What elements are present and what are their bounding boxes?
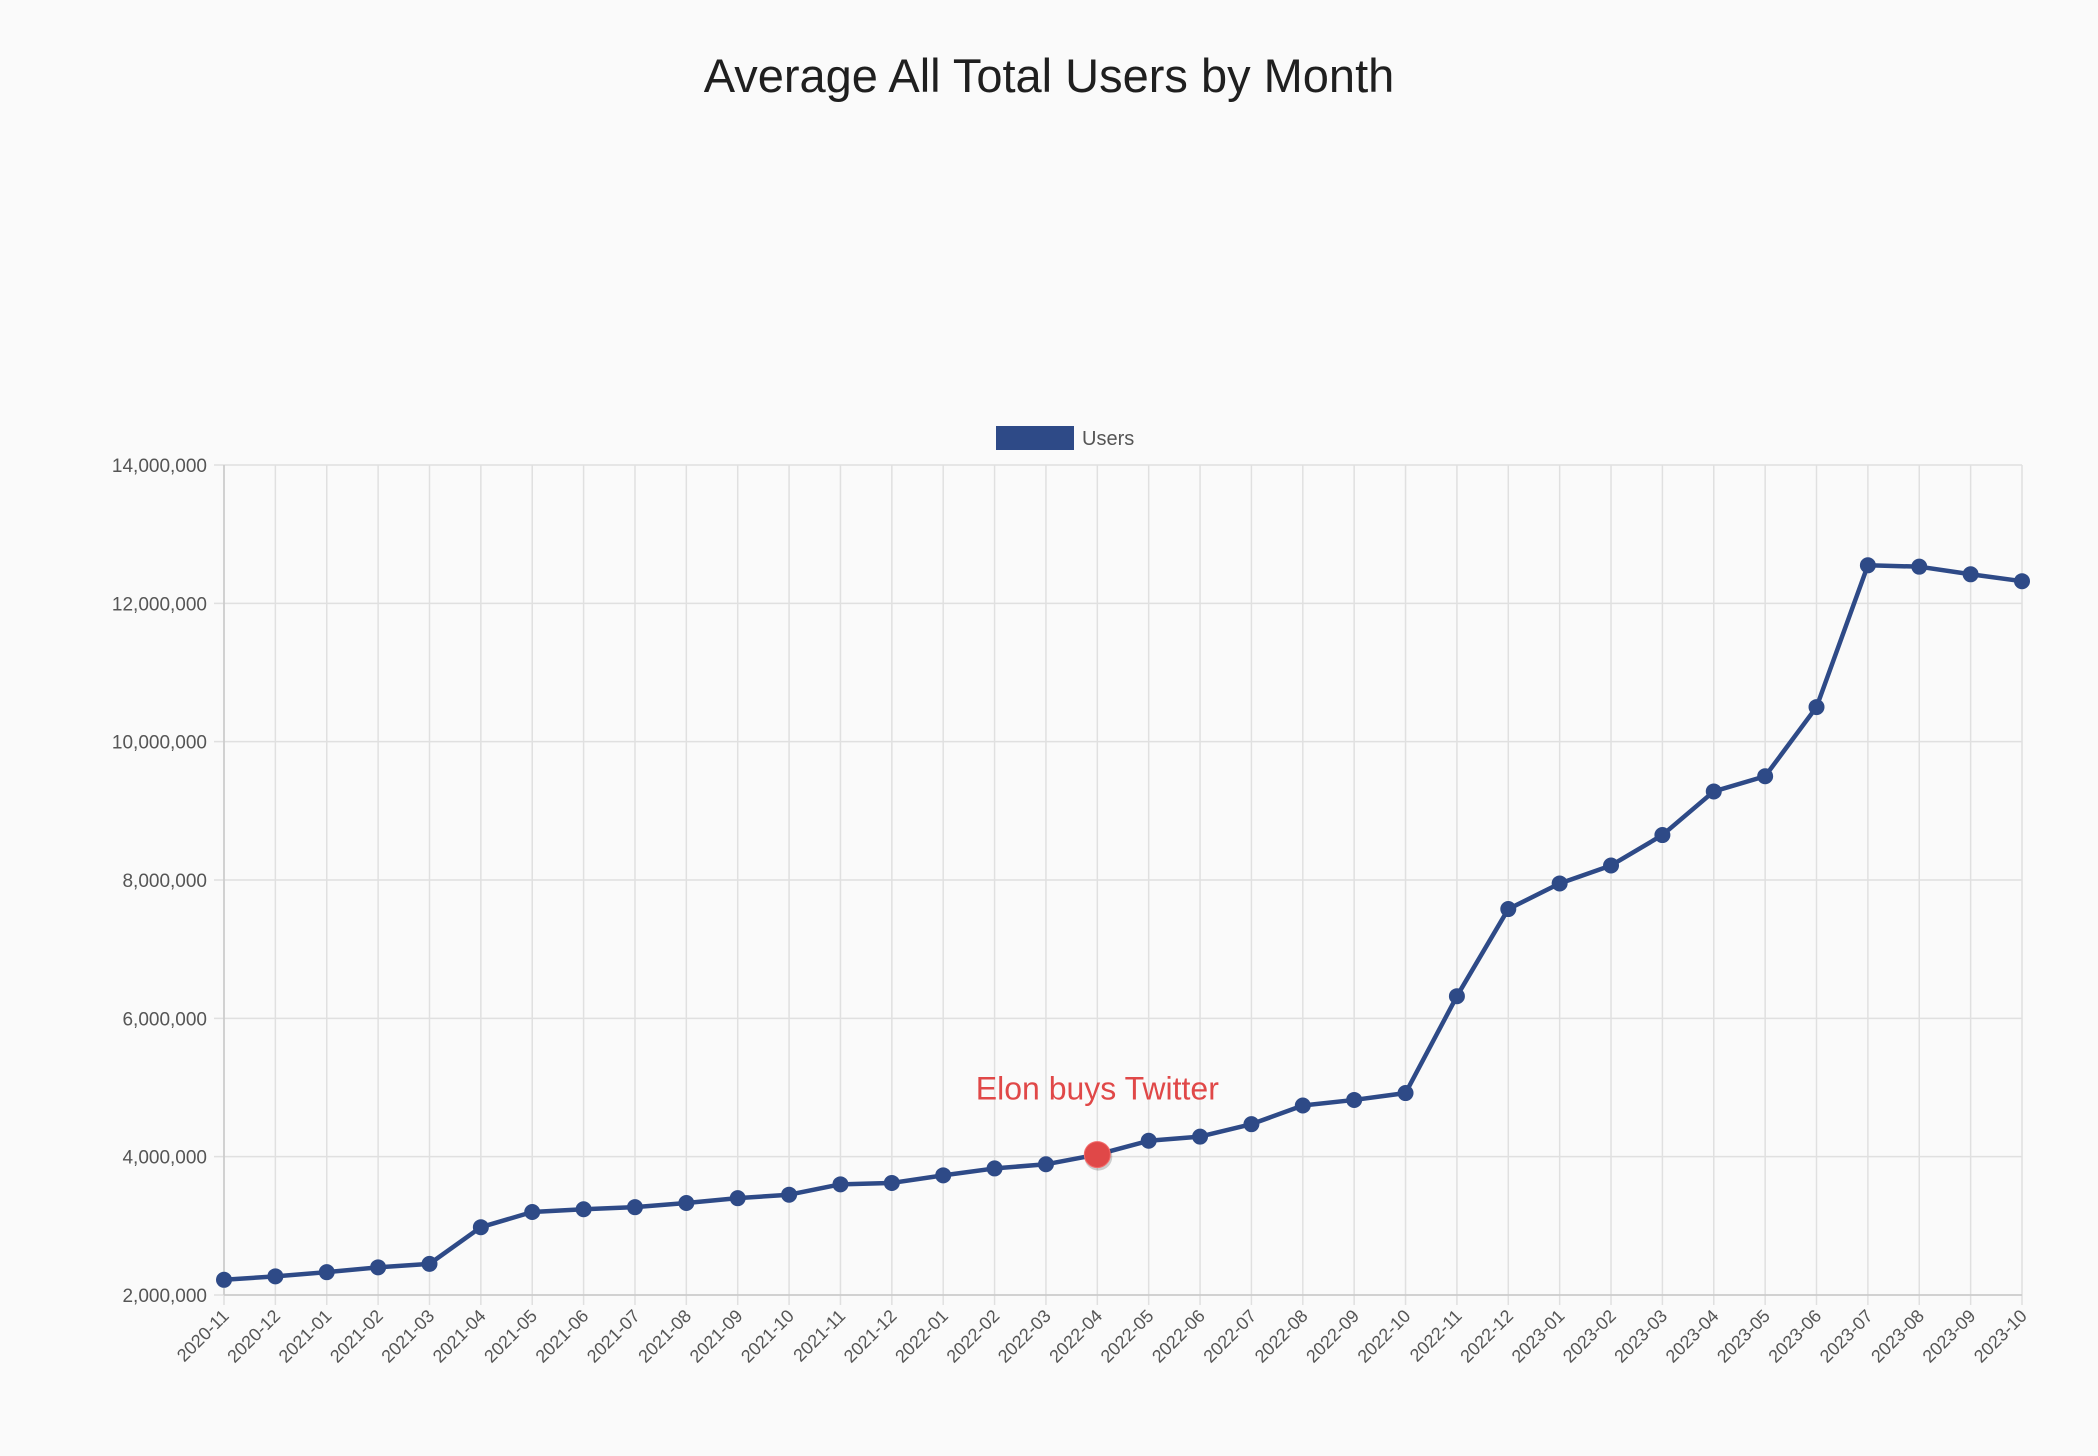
annotation-label: Elon buys Twitter xyxy=(976,1071,1219,1107)
data-point xyxy=(1911,558,1928,575)
data-point xyxy=(1192,1128,1209,1145)
x-tick-label: 2022-08 xyxy=(1251,1306,1312,1367)
x-tick-label: 2023-01 xyxy=(1508,1306,1569,1367)
x-tick-label: 2023-09 xyxy=(1919,1306,1980,1367)
data-point xyxy=(1551,875,1568,892)
data-point xyxy=(1294,1097,1311,1114)
y-tick-label: 6,000,000 xyxy=(122,1009,207,1030)
x-tick-label: 2023-06 xyxy=(1764,1306,1825,1367)
x-tick-label: 2021-01 xyxy=(275,1306,336,1367)
data-point xyxy=(1859,557,1876,574)
y-tick-label: 10,000,000 xyxy=(112,733,207,754)
x-tick-label: 2021-08 xyxy=(634,1306,695,1367)
x-tick-label: 2023-05 xyxy=(1713,1306,1774,1367)
x-tick-label: 2023-04 xyxy=(1662,1306,1723,1367)
data-point xyxy=(883,1174,900,1191)
x-tick-label: 2022-12 xyxy=(1456,1306,1517,1367)
x-tick-label: 2021-04 xyxy=(429,1306,490,1367)
data-point xyxy=(1397,1085,1414,1102)
series-line xyxy=(223,563,2023,1283)
data-point xyxy=(216,1271,232,1288)
data-point xyxy=(1757,768,1774,785)
data-point xyxy=(832,1176,849,1193)
data-point xyxy=(2014,573,2030,590)
x-tick-label: 2020-12 xyxy=(223,1306,284,1367)
axes: 2,000,000 4,000,000 6,000,000 8,000,000 10,0… xyxy=(112,456,2031,1367)
data-point xyxy=(1448,988,1465,1005)
data-point xyxy=(781,1186,798,1203)
y-tick-label: 14,000,000 xyxy=(112,456,207,477)
annotation-marker xyxy=(1083,1141,1111,1169)
x-tick-label: 2021-12 xyxy=(840,1306,901,1367)
data-point xyxy=(986,1160,1003,1177)
x-tick-label: 2022-01 xyxy=(891,1306,952,1367)
data-point xyxy=(524,1204,541,1220)
data-point xyxy=(1705,783,1722,800)
data-point xyxy=(421,1255,438,1272)
data-point xyxy=(370,1259,387,1276)
legend-swatch xyxy=(996,426,1074,450)
x-tick-label: 2023-08 xyxy=(1867,1306,1928,1367)
x-tick-label: 2022-07 xyxy=(1199,1306,1260,1367)
legend: Users xyxy=(996,426,1134,450)
x-tick-label: 2021-05 xyxy=(480,1306,541,1367)
x-tick-label: 2020-11 xyxy=(173,1306,233,1366)
x-tick-label: 2022-11 xyxy=(1406,1306,1466,1366)
y-tick-label: 2,000,000 xyxy=(122,1286,207,1307)
data-point xyxy=(318,1264,335,1281)
x-tick-label: 2022-02 xyxy=(943,1306,1004,1367)
data-point xyxy=(1808,699,1825,716)
annotations: Elon buys Twitter xyxy=(976,1071,1219,1171)
x-tick-label: 2021-09 xyxy=(686,1306,747,1367)
y-tick-label: 12,000,000 xyxy=(112,594,207,615)
data-point xyxy=(472,1219,489,1236)
data-point xyxy=(1346,1091,1363,1108)
data-point xyxy=(729,1190,746,1207)
data-point xyxy=(575,1201,592,1218)
x-tick-label: 2022-09 xyxy=(1302,1306,1363,1367)
data-point xyxy=(935,1167,952,1184)
data-point xyxy=(1654,827,1671,844)
x-tick-label: 2021-11 xyxy=(789,1306,849,1366)
x-tick-label: 2022-05 xyxy=(1097,1306,1158,1367)
x-tick-label: 2021-02 xyxy=(326,1306,387,1367)
data-point xyxy=(678,1195,695,1212)
y-tick-label: 4,000,000 xyxy=(122,1148,207,1169)
x-tick-label: 2022-04 xyxy=(1045,1306,1106,1367)
grid xyxy=(214,464,2023,1305)
data-point xyxy=(1962,566,1979,583)
x-tick-label: 2023-10 xyxy=(1970,1306,2031,1367)
data-point xyxy=(1140,1132,1157,1149)
x-tick-label: 2022-03 xyxy=(994,1306,1055,1367)
data-point xyxy=(267,1268,284,1285)
x-tick-label: 2021-03 xyxy=(377,1306,438,1367)
x-tick-label: 2023-03 xyxy=(1610,1306,1671,1367)
x-tick-label: 2022-06 xyxy=(1148,1306,1209,1367)
data-point xyxy=(1603,857,1620,874)
data-point xyxy=(626,1199,643,1216)
x-tick-label: 2021-06 xyxy=(532,1306,593,1367)
x-tick-label: 2021-10 xyxy=(737,1306,798,1367)
x-tick-label: 2023-07 xyxy=(1816,1306,1877,1367)
data-point xyxy=(1243,1116,1260,1133)
series-users xyxy=(216,557,2030,1288)
data-point xyxy=(1500,901,1517,918)
y-tick-label: 8,000,000 xyxy=(122,871,207,892)
legend-label: Users xyxy=(1082,428,1134,450)
x-tick-label: 2022-10 xyxy=(1354,1306,1415,1367)
x-tick-label: 2023-02 xyxy=(1559,1306,1620,1367)
data-point xyxy=(1037,1156,1054,1173)
chart-title: Average All Total Users by Month xyxy=(703,49,1395,102)
x-tick-label: 2021-07 xyxy=(583,1306,644,1367)
